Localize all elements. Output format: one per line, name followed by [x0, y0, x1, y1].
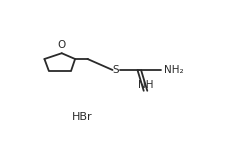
Text: NH: NH [137, 80, 153, 90]
Text: S: S [112, 65, 119, 75]
Text: HBr: HBr [72, 112, 92, 122]
Text: O: O [57, 40, 65, 50]
Text: NH₂: NH₂ [164, 65, 183, 75]
